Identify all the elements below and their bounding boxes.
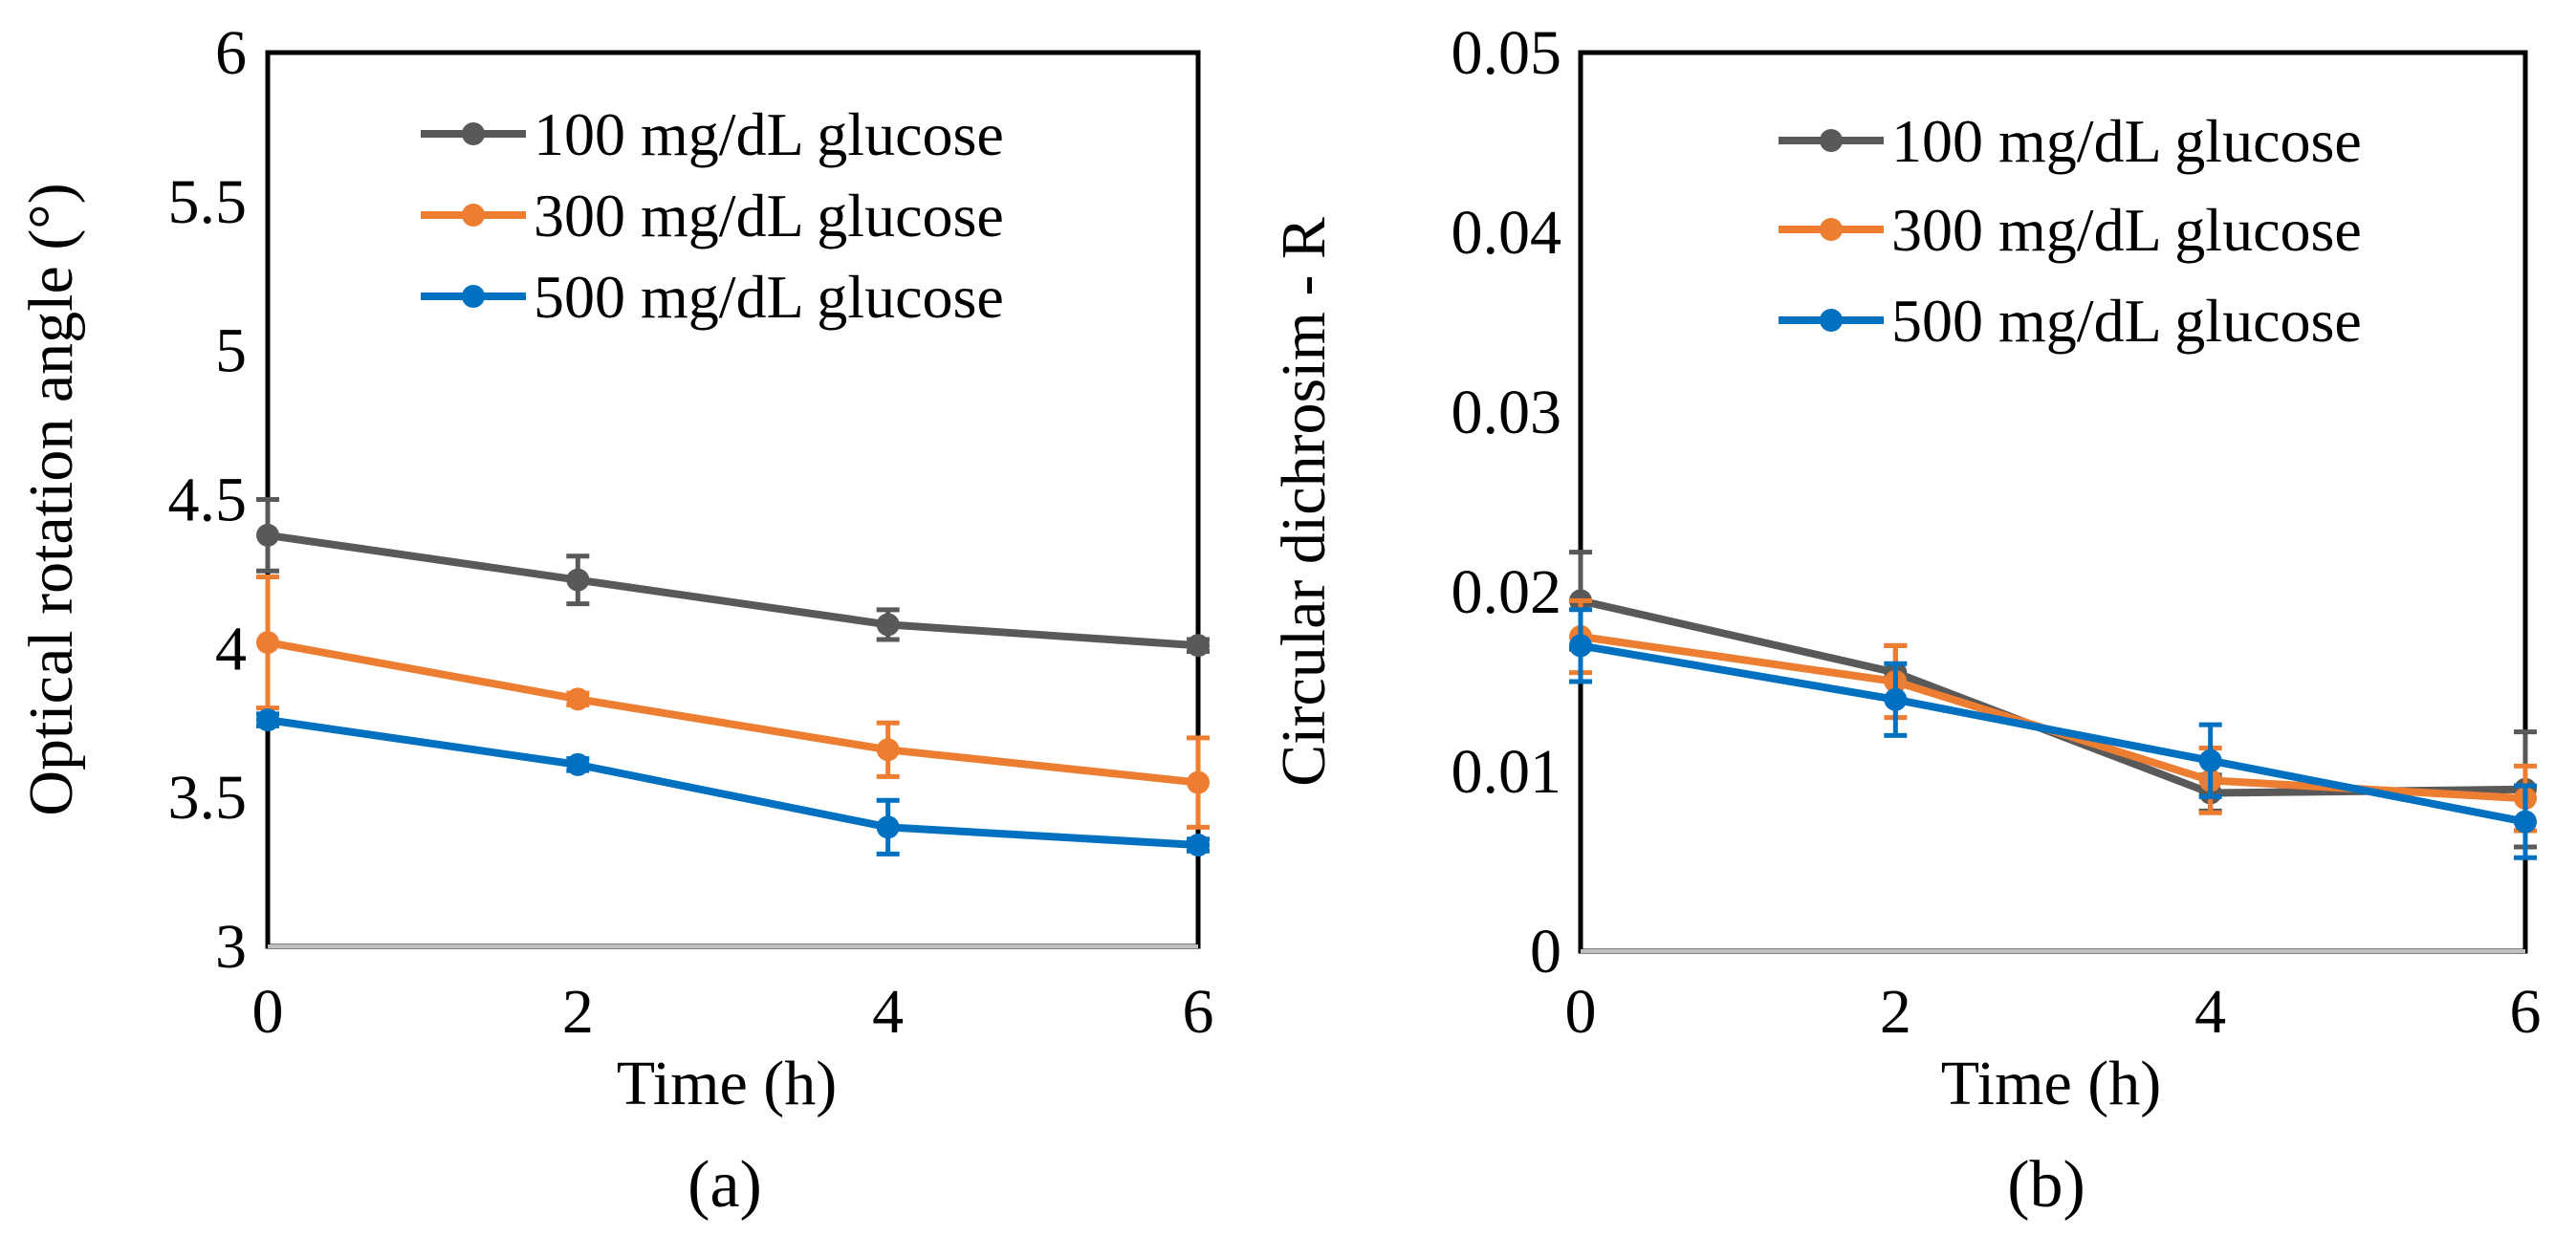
y-tick-label: 0 (1530, 917, 1561, 987)
x-tick-label: 6 (1183, 977, 1214, 1047)
data-point (877, 613, 900, 636)
data-point (256, 631, 279, 654)
x-tick-label: 2 (562, 977, 594, 1047)
legend-label: 500 mg/dL glucose (1891, 287, 2362, 355)
legend-entry: 100 mg/dL glucose (1779, 107, 2362, 175)
series-line (268, 720, 1198, 845)
data-point (1884, 688, 1907, 711)
legend-entry: 500 mg/dL glucose (1779, 287, 2362, 355)
x-tick-label: 4 (872, 977, 904, 1047)
chart-panel-a: 3 3.5 4 4.5 5 5.5 6 0 2 4 6 Time (h) Optical rotatio… (16, 18, 1214, 1222)
y-tick-label: 4 (215, 614, 247, 683)
y-tick-label: 4.5 (168, 466, 248, 535)
legend-marker (1820, 129, 1843, 152)
series-2 (256, 577, 1210, 828)
y-tick-label: 5.5 (168, 167, 248, 237)
y-tick-label: 0.05 (1452, 18, 1562, 88)
data-point (256, 708, 279, 731)
x-tick-label: 0 (252, 977, 284, 1047)
legend-label: 300 mg/dL glucose (534, 182, 1004, 249)
y-tick-label: 0.02 (1452, 557, 1562, 627)
data-point (1187, 834, 1210, 857)
y-tick-label: 0.03 (1452, 378, 1562, 447)
series-line (268, 535, 1198, 645)
series-line (268, 642, 1198, 782)
series-line (1581, 600, 2525, 792)
x-tick-label: 4 (2194, 977, 2226, 1047)
series-1 (256, 500, 1210, 658)
legend-entry: 300 mg/dL glucose (1779, 196, 2362, 264)
series-3 (256, 708, 1210, 857)
series-line (1581, 645, 2525, 821)
legend-marker (462, 122, 485, 145)
chart-panel-b: 0 0.01 0.02 0.03 0.04 0.05 0 2 4 6 Time (h) Circula… (1269, 18, 2542, 1222)
legend-marker (1820, 218, 1843, 241)
figure: 3 3.5 4 4.5 5 5.5 6 0 2 4 6 Time (h) Optical rotatio… (0, 0, 2576, 1258)
series-1 (1569, 553, 2537, 847)
series-3 (1569, 610, 2537, 857)
data-point (566, 569, 589, 592)
data-point (566, 753, 589, 776)
y-axis-title: Optical rotation angle (°) (16, 183, 86, 815)
legend-entry: 300 mg/dL glucose (421, 182, 1004, 249)
legend-label: 100 mg/dL glucose (534, 100, 1004, 168)
legend-label: 100 mg/dL glucose (1891, 107, 2362, 175)
y-tick-label: 0.04 (1452, 198, 1562, 268)
panel-label: (b) (2007, 1148, 2085, 1222)
x-tick-label: 6 (2510, 977, 2542, 1047)
legend-marker (462, 204, 485, 227)
data-point (877, 815, 900, 838)
legend-label: 300 mg/dL glucose (1891, 196, 2362, 264)
legend-entry: 100 mg/dL glucose (421, 100, 1004, 168)
data-point (256, 524, 279, 547)
data-point (877, 738, 900, 761)
legend-entry: 500 mg/dL glucose (421, 263, 1004, 331)
y-tick-label: 3.5 (168, 763, 248, 833)
data-point (2199, 749, 2222, 772)
data-point (1569, 634, 1592, 657)
data-point (1187, 771, 1210, 794)
legend-marker (1820, 309, 1843, 332)
x-axis-title: Time (h) (1941, 1049, 2161, 1118)
y-tick-label: 3 (215, 912, 247, 982)
y-axis-title: Circular dichrosim - R (1269, 217, 1339, 787)
panel-label: (a) (688, 1148, 762, 1222)
legend-marker (462, 285, 485, 308)
y-tick-label: 0.01 (1452, 737, 1562, 807)
y-tick-label: 5 (215, 316, 247, 386)
series-line (1581, 637, 2525, 798)
x-tick-label: 0 (1565, 977, 1597, 1047)
plot-frame (1581, 53, 2525, 951)
data-point (566, 687, 589, 710)
x-tick-label: 2 (1880, 977, 1911, 1047)
data-point (1187, 634, 1210, 657)
x-axis-title: Time (h) (617, 1049, 837, 1118)
data-point (2514, 811, 2537, 834)
y-tick-label: 6 (215, 18, 247, 88)
legend-label: 500 mg/dL glucose (534, 263, 1004, 331)
